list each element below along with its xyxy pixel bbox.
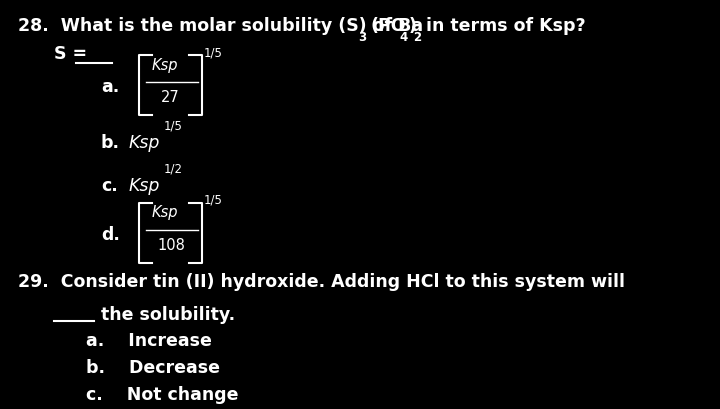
Text: 1/5: 1/5 — [164, 119, 183, 132]
Text: 108: 108 — [157, 238, 185, 252]
Text: c.: c. — [101, 176, 117, 194]
Text: S =: S = — [54, 45, 93, 63]
Text: a.: a. — [101, 78, 119, 96]
Text: 29.  Consider tin (II) hydroxide. Adding HCl to this system will: 29. Consider tin (II) hydroxide. Adding … — [18, 272, 625, 290]
Text: Ksp: Ksp — [128, 176, 160, 194]
Text: Ksp: Ksp — [151, 205, 178, 220]
Text: b.: b. — [101, 133, 120, 151]
Text: ): ) — [408, 17, 416, 35]
Text: Ksp: Ksp — [128, 133, 160, 151]
Text: Ksp: Ksp — [151, 58, 178, 72]
Text: a.    Increase: a. Increase — [86, 332, 212, 350]
Text: d.: d. — [101, 225, 120, 243]
Text: 2: 2 — [413, 31, 421, 44]
Text: b.    Decrease: b. Decrease — [86, 358, 220, 376]
Text: 28.  What is the molar solubility (S) of Ba: 28. What is the molar solubility (S) of … — [18, 17, 423, 35]
Text: 1/5: 1/5 — [204, 46, 222, 59]
Text: the solubility.: the solubility. — [95, 305, 235, 323]
Text: (PO: (PO — [371, 17, 406, 35]
Text: 27: 27 — [161, 90, 179, 105]
Text: 1/2: 1/2 — [164, 162, 183, 175]
Text: c.    Not change: c. Not change — [86, 385, 239, 403]
Text: in terms of Ksp?: in terms of Ksp? — [420, 17, 586, 35]
Text: 4: 4 — [400, 31, 408, 44]
Text: 3: 3 — [358, 31, 366, 44]
Text: 1/5: 1/5 — [204, 193, 222, 206]
